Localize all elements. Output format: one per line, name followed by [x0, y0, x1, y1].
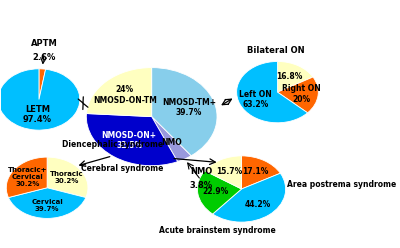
Text: Cervical
39.7%: Cervical 39.7% [31, 199, 63, 212]
Text: 3.8%: 3.8% [190, 182, 213, 190]
Text: NMOSD-TM+
39.7%: NMOSD-TM+ 39.7% [162, 97, 216, 117]
Text: LETM
97.4%: LETM 97.4% [23, 105, 52, 124]
Wedge shape [242, 156, 280, 189]
Text: 17.1%: 17.1% [242, 167, 268, 176]
Wedge shape [237, 62, 308, 123]
Wedge shape [205, 156, 242, 189]
Text: NMO: NMO [161, 138, 182, 147]
Text: Thoracic+
Cervical
30.2%: Thoracic+ Cervical 30.2% [8, 167, 48, 187]
Text: Bilateral ON: Bilateral ON [247, 46, 305, 55]
Text: NMO: NMO [190, 167, 212, 176]
Text: Area postrema syndrome: Area postrema syndrome [287, 180, 396, 188]
Text: Acute brainstem syndrome: Acute brainstem syndrome [159, 226, 276, 235]
Text: Diencephalic syndrome: Diencephalic syndrome [62, 140, 163, 149]
Text: Thoracic
30.2%: Thoracic 30.2% [50, 171, 83, 184]
Text: 44.2%: 44.2% [245, 200, 271, 209]
Text: 15.7%: 15.7% [216, 167, 242, 176]
Wedge shape [0, 69, 80, 130]
Text: 24%
NMOSD-ON-TM: 24% NMOSD-ON-TM [93, 86, 157, 105]
Text: Cerebral syndrome: Cerebral syndrome [81, 164, 163, 173]
Text: APTM: APTM [31, 39, 58, 48]
Wedge shape [86, 114, 178, 166]
Wedge shape [6, 157, 47, 198]
Wedge shape [198, 171, 242, 214]
Wedge shape [213, 173, 286, 222]
Text: 2.6%: 2.6% [32, 53, 56, 62]
Wedge shape [278, 62, 313, 92]
Wedge shape [47, 157, 88, 198]
Text: 22.9%: 22.9% [202, 187, 228, 196]
Text: Right ON
20%: Right ON 20% [282, 84, 320, 104]
Wedge shape [152, 117, 191, 162]
Wedge shape [278, 77, 318, 113]
Text: NMOSD-ON+
32.5%: NMOSD-ON+ 32.5% [102, 131, 157, 151]
Text: Left ON
63.2%: Left ON 63.2% [240, 90, 272, 109]
Wedge shape [86, 68, 152, 117]
Wedge shape [8, 188, 86, 218]
Text: 16.8%: 16.8% [277, 72, 303, 81]
Wedge shape [39, 69, 46, 99]
Wedge shape [152, 68, 217, 156]
